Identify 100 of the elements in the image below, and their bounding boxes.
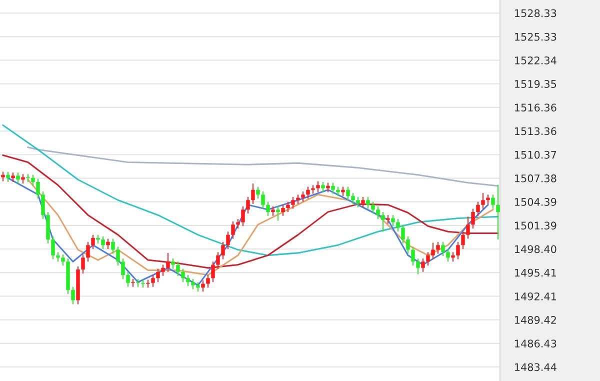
candlestick — [386, 215, 390, 224]
candlestick — [396, 219, 400, 232]
candlestick — [406, 236, 410, 254]
candlestick — [146, 280, 150, 288]
candlestick — [91, 234, 95, 250]
y-tick-label: 1528.33 — [515, 9, 556, 18]
candlestick — [411, 246, 415, 266]
candlestick — [211, 262, 215, 282]
candlestick — [86, 242, 90, 262]
candlestick — [76, 266, 80, 304]
candlestick — [31, 174, 35, 186]
candlestick — [336, 186, 340, 196]
candlestick — [151, 275, 155, 287]
candlestick — [36, 178, 40, 199]
candlestick — [261, 191, 265, 209]
candlestick — [451, 252, 455, 262]
candlestick — [441, 242, 445, 256]
candlestick — [426, 252, 430, 266]
candlestick — [331, 182, 335, 194]
candlestick — [16, 172, 20, 184]
candlestick — [376, 206, 380, 220]
candlestick — [236, 219, 240, 229]
candlestick — [191, 278, 195, 290]
candlestick — [141, 280, 145, 288]
y-tick-label: 1513.36 — [515, 127, 556, 136]
candlestick — [306, 186, 310, 199]
line-series — [2, 124, 499, 256]
candlestick — [241, 206, 245, 226]
candlestick — [266, 202, 270, 216]
candlestick — [101, 236, 105, 250]
candlestick — [301, 191, 305, 202]
y-tick-label: 1510.37 — [515, 150, 556, 159]
candlestick — [446, 249, 450, 262]
candlestick — [216, 252, 220, 269]
candlestick — [11, 172, 15, 182]
candlestick — [161, 264, 165, 276]
y-tick-label: 1489.42 — [515, 316, 556, 324]
line-series — [27, 146, 499, 187]
y-tick-label: 1504.39 — [515, 198, 556, 206]
candlestick — [71, 286, 75, 304]
candlestick — [21, 174, 25, 184]
candlestick — [196, 282, 200, 292]
y-tick-label: 1492.41 — [515, 292, 556, 300]
candlestick — [311, 185, 315, 194]
candlestick — [176, 262, 180, 276]
candlestick — [486, 194, 490, 204]
candlestick — [56, 252, 60, 262]
candlestick — [226, 232, 230, 250]
candlestick — [436, 242, 440, 254]
candlestick — [296, 194, 300, 204]
candlestick — [171, 258, 175, 269]
candlestick — [96, 234, 100, 244]
candlestick — [401, 224, 405, 244]
candlestick — [51, 236, 55, 260]
candlestick — [201, 280, 205, 292]
candlestick — [81, 254, 85, 274]
candlestick — [61, 254, 65, 266]
candlestick — [371, 202, 375, 214]
candlestick — [246, 196, 250, 214]
candlestick — [131, 278, 135, 287]
candlestick — [256, 186, 260, 199]
candlestick — [326, 182, 330, 192]
y-tick-label: 1507.38 — [515, 174, 556, 182]
candlestick — [206, 275, 210, 288]
candlestick — [41, 191, 45, 220]
candlestick — [166, 252, 170, 272]
candlestick — [291, 196, 295, 209]
candlestick — [351, 193, 355, 204]
candlestick — [431, 242, 435, 260]
candlestick — [316, 181, 320, 192]
y-tick-label: 1516.36 — [515, 104, 556, 112]
candlestick — [276, 206, 280, 221]
candlestick — [116, 246, 120, 266]
y-tick-label: 1495.41 — [515, 268, 556, 277]
candlestick — [251, 184, 255, 204]
candlestick — [361, 196, 365, 208]
candlestick — [106, 238, 110, 250]
candlestick — [126, 272, 130, 287]
line-series — [2, 154, 499, 269]
candlestick — [111, 238, 115, 254]
y-tick-label: 1486.43 — [515, 340, 556, 348]
candlestick — [1, 172, 5, 182]
candlestick — [471, 208, 475, 229]
candlestick — [496, 185, 500, 240]
line-series — [7, 177, 489, 286]
candlestick — [341, 186, 345, 196]
y-tick-label: 1519.35 — [515, 80, 556, 88]
line-series — [27, 178, 494, 276]
candlestick — [356, 196, 360, 208]
candlestick — [456, 242, 460, 260]
candlestick — [466, 216, 470, 239]
candlestick — [491, 194, 495, 209]
y-tick-label: 1522.34 — [515, 56, 556, 64]
candlestick — [461, 232, 465, 250]
y-tick-label: 1483.44 — [515, 363, 556, 372]
candlestick — [481, 193, 485, 209]
candlestick — [476, 202, 480, 216]
candlestick — [136, 278, 140, 287]
candlestick — [271, 206, 275, 216]
candlestick — [321, 182, 325, 192]
